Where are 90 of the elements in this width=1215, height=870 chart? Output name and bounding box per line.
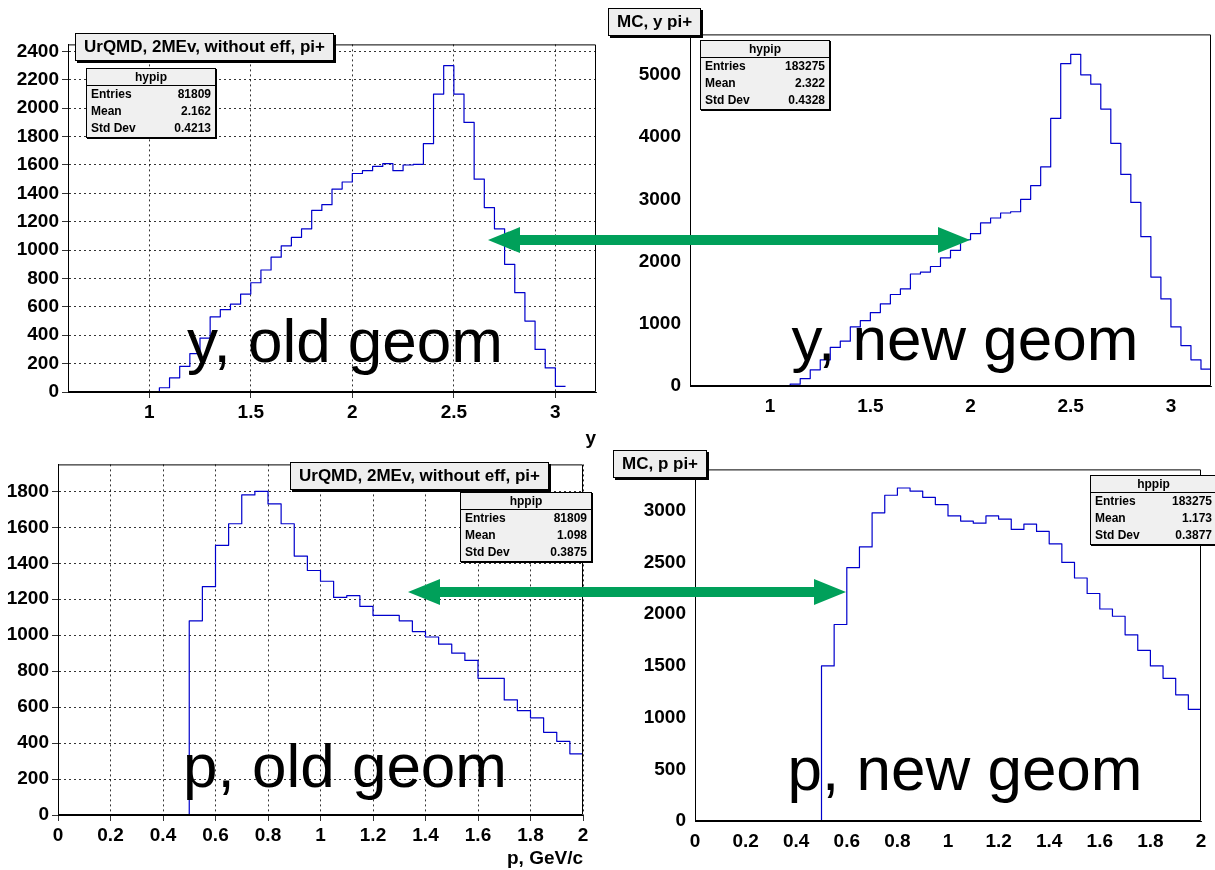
y-tick-label: 2400 xyxy=(16,39,59,61)
text: Mean 2.322 xyxy=(705,76,825,90)
x-tick-label: 1.5 xyxy=(237,400,265,422)
x-axis-title: y xyxy=(585,426,597,448)
y-tick-label: 3000 xyxy=(643,499,686,520)
y-tick-label: 1000 xyxy=(16,238,59,260)
annotation: hppip xyxy=(461,493,591,510)
x-tick-label: 1.6 xyxy=(1086,829,1114,851)
text: Mean 1.098 xyxy=(465,528,587,542)
x-tick-label: 0.2 xyxy=(97,823,124,845)
y-tick-label: 5000 xyxy=(638,63,681,85)
y-tick-label: 1400 xyxy=(16,181,59,203)
text: Std Dev 0.4213 xyxy=(91,121,211,135)
x-tick-label: 1.8 xyxy=(1137,829,1164,851)
y-tick-label: 2000 xyxy=(638,249,681,271)
y-tick-label: 1200 xyxy=(6,587,49,609)
y-tick-label: 800 xyxy=(27,266,59,288)
x-tick-label: 1.5 xyxy=(857,394,884,416)
y-tick-label: 1800 xyxy=(6,479,49,501)
y-tick-label: 2200 xyxy=(16,68,59,90)
y-tick-label: 400 xyxy=(27,323,59,345)
x-tick-label: 2 xyxy=(965,394,976,416)
y-tick-label: 400 xyxy=(17,731,49,753)
annotation: hypip xyxy=(87,69,215,86)
text: Entries 81809 xyxy=(91,87,211,101)
x-tick-label: 1 xyxy=(143,400,155,422)
y-tick-label: 1200 xyxy=(16,209,59,231)
x-tick-label: 1 xyxy=(942,829,954,851)
chart-title: UrQMD, 2MEv, without eff, pi+ xyxy=(290,462,549,490)
x-tick-label: 0.8 xyxy=(254,823,282,845)
text: Entries 183275 xyxy=(705,59,825,73)
x-tick-label: 0.8 xyxy=(884,829,911,851)
y-tick-label: 4000 xyxy=(638,125,681,147)
y-tick-label: 1800 xyxy=(16,124,59,146)
y-tick-label: 800 xyxy=(17,659,49,681)
x-tick-label: 2 xyxy=(347,400,358,422)
text: Std Dev 0.3877 xyxy=(1095,528,1212,542)
x-tick-label: 1.4 xyxy=(412,823,440,845)
annotation: hypip xyxy=(701,41,829,58)
y-tick-label: 0 xyxy=(675,809,686,831)
x-tick-label: 0 xyxy=(689,829,701,851)
text: Entries 183275 xyxy=(1095,494,1212,508)
annotation: hppip xyxy=(1091,476,1215,493)
y-tick-label: 2000 xyxy=(16,96,59,118)
text: Entries 81809 xyxy=(465,511,587,525)
y-tick-label: 600 xyxy=(27,295,59,317)
x-tick-label: 2.5 xyxy=(1057,394,1085,416)
y-tick-label: 0 xyxy=(38,803,49,825)
x-tick-label: 1.6 xyxy=(464,823,492,845)
x-tick-label: 1 xyxy=(764,394,776,416)
y-tick-label: 1600 xyxy=(16,153,59,175)
y-tick-label: 3000 xyxy=(638,187,681,209)
x-tick-label: 1.4 xyxy=(1035,829,1063,851)
x-axis-title: p, GeV/c xyxy=(506,846,584,868)
text: Mean 1.173 xyxy=(1095,511,1212,525)
text: Mean 2.162 xyxy=(91,104,211,118)
x-tick-label: 2 xyxy=(577,823,589,845)
y-tick-label: 1000 xyxy=(6,623,49,645)
x-tick-label: 1 xyxy=(315,823,327,845)
x-tick-label: 2 xyxy=(1195,829,1207,851)
y-tick-label: 2500 xyxy=(643,550,686,572)
y-tick-label: 1000 xyxy=(638,312,681,333)
y-tick-label: 200 xyxy=(17,767,49,789)
x-tick-label: 0.4 xyxy=(782,829,810,851)
y-tick-label: 600 xyxy=(17,695,49,717)
y-tick-label: 1500 xyxy=(643,654,686,676)
y-tick-label: 1600 xyxy=(6,515,49,537)
y-tick-label: 1000 xyxy=(643,705,686,727)
x-tick-label: 1.2 xyxy=(359,823,387,845)
annotation: y, new geom xyxy=(791,302,1139,374)
y-tick-label: 2000 xyxy=(643,602,686,624)
chart-title: MC, y pi+ xyxy=(608,8,702,36)
x-tick-label: 0.2 xyxy=(732,829,759,851)
y-tick-label: 0 xyxy=(48,380,59,402)
x-tick-label: 2.5 xyxy=(440,400,468,422)
x-tick-label: 0.6 xyxy=(833,829,861,851)
y-tick-label: 500 xyxy=(654,757,686,779)
y-tick-label: 1400 xyxy=(6,551,49,573)
x-tick-label: 0.6 xyxy=(202,823,229,845)
x-tick-label: 1.2 xyxy=(985,829,1012,851)
x-tick-label: 0.4 xyxy=(149,823,177,845)
text: Std Dev 0.3875 xyxy=(465,545,587,559)
x-tick-label: 1.8 xyxy=(517,823,544,845)
chart-title: UrQMD, 2MEv, without eff, pi+ xyxy=(75,33,334,61)
x-tick-label: 3 xyxy=(1165,394,1177,416)
text: Std Dev 0.4328 xyxy=(705,93,825,107)
y-tick-label: 200 xyxy=(27,351,59,373)
x-tick-label: 3 xyxy=(550,400,561,422)
chart-title: MC, p pi+ xyxy=(613,450,708,478)
y-tick-label: 0 xyxy=(670,374,681,396)
